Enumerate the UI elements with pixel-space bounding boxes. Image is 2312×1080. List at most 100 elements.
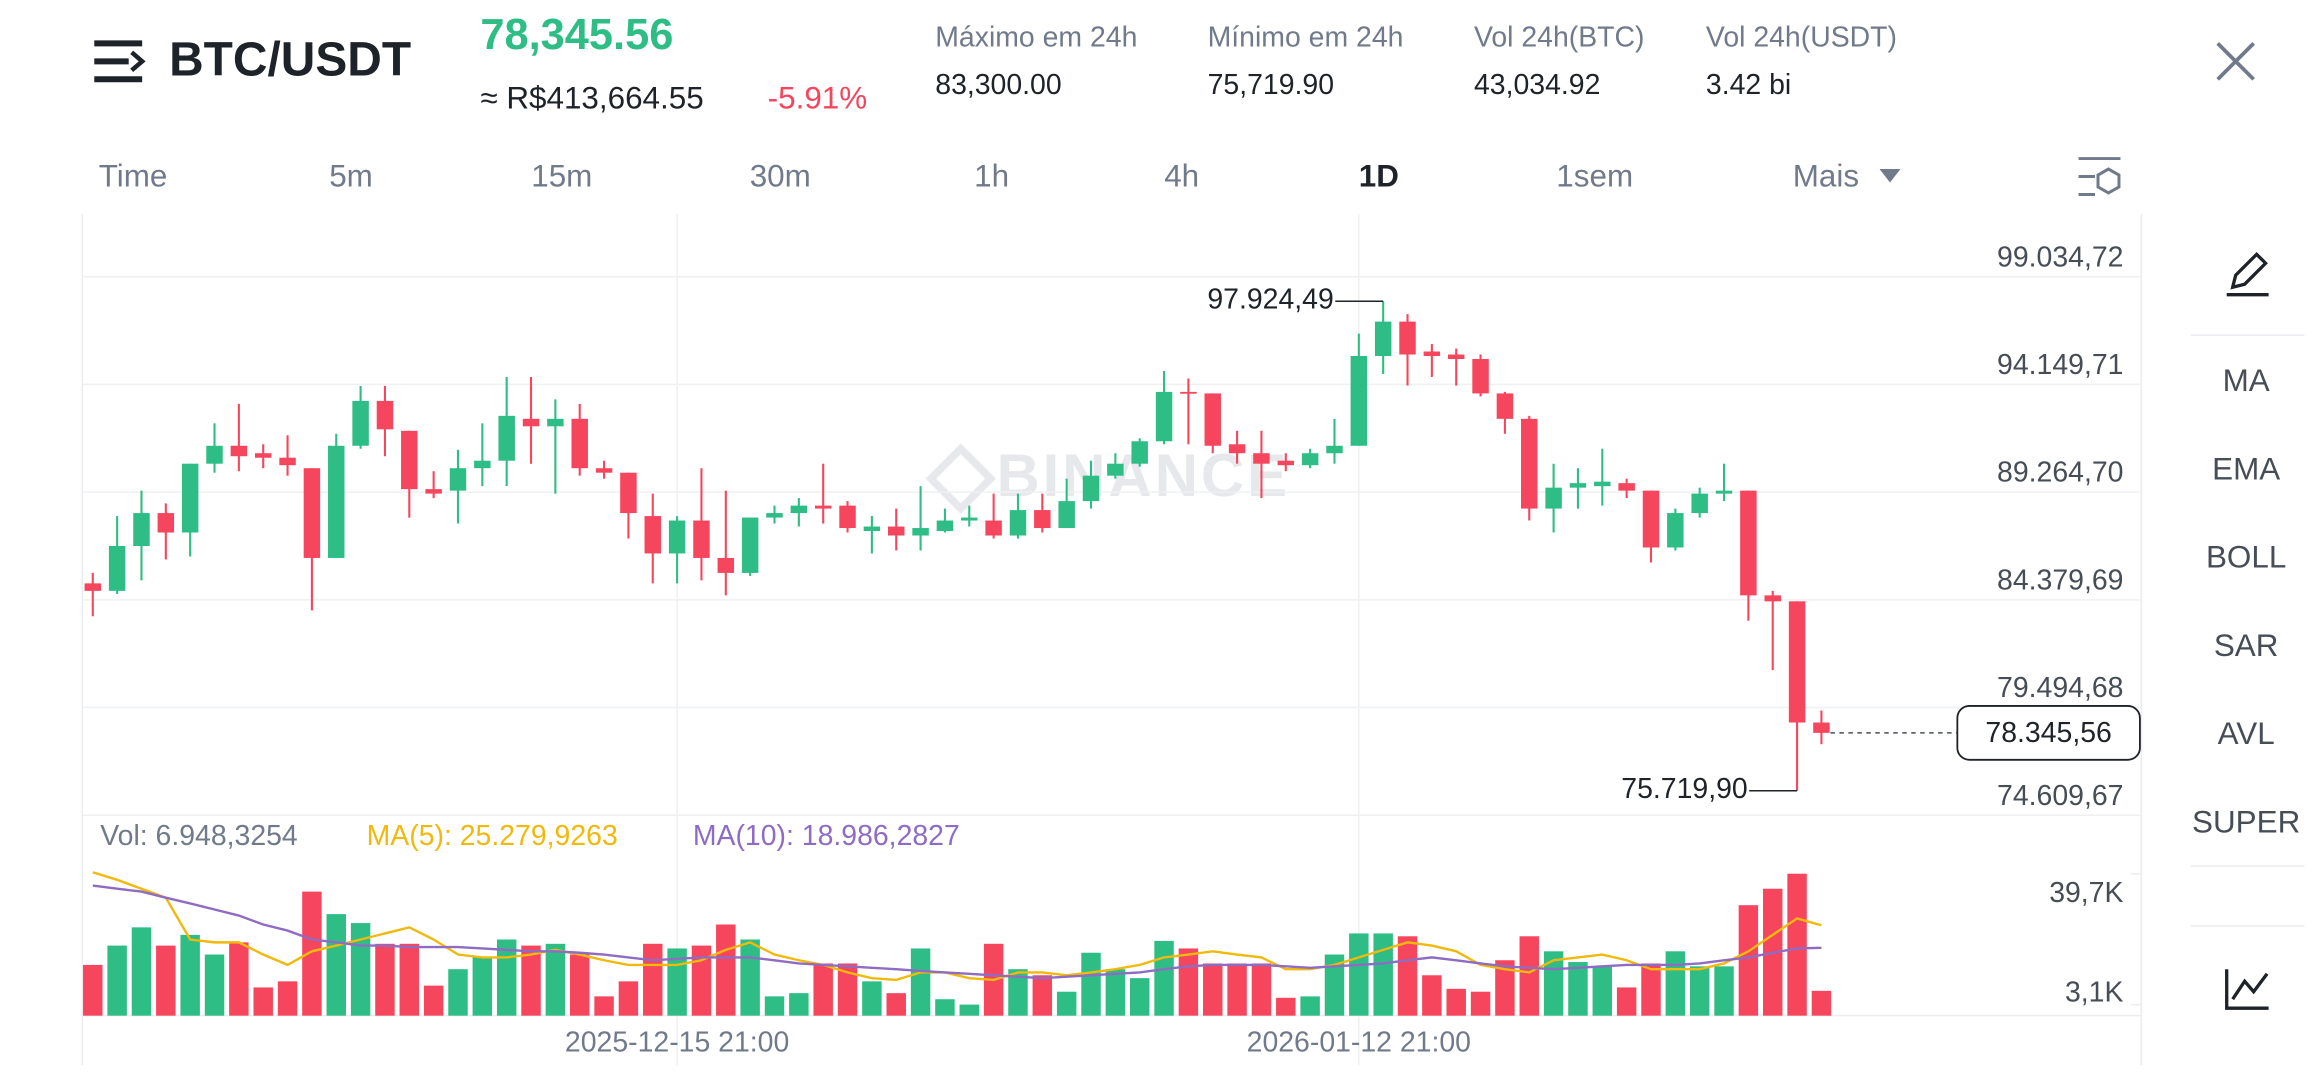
volume-bar: [1373, 933, 1393, 1016]
candle-body: [474, 460, 491, 469]
candle-body: [1374, 321, 1392, 357]
stat-label: Vol 24h(USDT): [1706, 21, 1897, 53]
indicator-button[interactable]: MA: [2223, 363, 2270, 398]
candle-body: [1034, 510, 1051, 529]
volume-bar: [862, 981, 882, 1016]
annotation-label: 75.719,90: [1621, 773, 1747, 805]
interval-tab[interactable]: 1sem: [1556, 158, 1633, 193]
draw-tool-icon[interactable]: [2226, 251, 2269, 297]
indicator-button[interactable]: EMA: [2212, 451, 2280, 486]
volume-bar: [1641, 963, 1661, 1016]
candle-body: [1326, 445, 1343, 454]
volume-bar: [716, 924, 736, 1016]
volume-bar: [399, 943, 420, 1016]
icon-stroke: [2230, 251, 2268, 290]
interval-tab[interactable]: 4h: [1164, 158, 1199, 193]
volume-bar: [764, 996, 785, 1016]
volume-bar: [789, 993, 809, 1016]
candle-body: [571, 418, 588, 469]
watermark-logo: [925, 443, 996, 514]
candle-body: [1764, 595, 1781, 602]
candle-body: [1423, 351, 1441, 357]
candle-body: [790, 505, 808, 514]
indicator-button[interactable]: BOLL: [2206, 540, 2286, 575]
volume-bar: [1787, 873, 1807, 1016]
legend-entry: MA(5): 25.279,9263: [367, 820, 618, 852]
interval-tab[interactable]: 15m: [531, 158, 592, 193]
fiat-price: ≈ R$413,664.55: [480, 81, 703, 116]
candle-body: [206, 445, 223, 464]
candle-body: [1082, 475, 1100, 502]
chart-type-icon[interactable]: [2225, 969, 2269, 1010]
volume-bar: [156, 945, 176, 1016]
volume-bar: [959, 1004, 980, 1016]
candle-body: [1715, 490, 1733, 494]
y-tick-label: 89.264,70: [1997, 457, 2123, 489]
volume-bar: [1032, 975, 1053, 1016]
candle-body: [133, 513, 150, 546]
interval-tab[interactable]: Time: [99, 158, 168, 193]
candle-body: [1496, 393, 1514, 419]
interval-tab[interactable]: Mais: [1793, 158, 1859, 193]
icon-stroke: [2225, 969, 2269, 1010]
volume-bar: [1300, 996, 1320, 1016]
candle-body: [181, 463, 199, 533]
volume-bar: [618, 981, 639, 1016]
volume-bar: [1129, 978, 1150, 1016]
indicator-button[interactable]: SUPER: [2192, 805, 2300, 840]
candle-body: [1472, 359, 1489, 394]
volume-bar: [813, 963, 833, 1016]
volume-bar: [1543, 951, 1564, 1016]
indicator-button[interactable]: AVL: [2218, 716, 2275, 751]
candle-body: [352, 400, 369, 446]
volume-legend: Vol: 6.948,3254: [100, 820, 297, 852]
y-tick-label: 79.494,68: [1997, 672, 2123, 704]
x-tick-label: 2026-01-12 21:00: [1247, 1027, 1471, 1059]
ma-line: [92, 871, 1822, 982]
candle-body: [1545, 487, 1562, 509]
stat-value: 3.42 bi: [1706, 69, 1791, 101]
menu-icon[interactable]: [94, 40, 146, 83]
volume-bar: [910, 948, 931, 1016]
candle-body: [693, 520, 710, 558]
y-tick-label: 39,7K: [2049, 877, 2123, 909]
interval-tab[interactable]: 5m: [329, 158, 373, 193]
interval-tab[interactable]: 1D: [1359, 158, 1399, 193]
volume-bar: [1470, 991, 1491, 1016]
logo-shape: [925, 443, 996, 514]
change: -5.91%: [768, 81, 868, 116]
candle-body: [888, 526, 905, 536]
icon-stroke: [130, 50, 146, 73]
stat-value: 83,300.00: [935, 69, 1061, 101]
ma-line: [92, 884, 1822, 980]
volume-bar: [375, 943, 395, 1016]
volume-bar: [1397, 936, 1418, 1016]
candle-body: [668, 520, 686, 554]
candle-body: [425, 489, 442, 494]
candle-body: [1155, 391, 1173, 442]
pair[interactable]: BTC/USDT: [169, 33, 411, 86]
interval-tab[interactable]: 30m: [750, 158, 811, 193]
volume-bar: [886, 993, 906, 1016]
candle-body: [498, 415, 515, 461]
close-button[interactable]: [2216, 42, 2255, 81]
volume-bar: [107, 945, 127, 1016]
candle-body: [328, 445, 345, 558]
volume-bar: [1251, 963, 1272, 1016]
last-price: 78,345.56: [480, 11, 673, 59]
candle-body: [1180, 391, 1197, 394]
volume-bar: [569, 954, 590, 1016]
candle-body: [401, 430, 418, 490]
chart-settings-icon[interactable]: [2078, 157, 2121, 196]
volume-bar: [326, 914, 346, 1016]
candle-body: [254, 453, 272, 458]
stat-label: Mínimo em 24h: [1208, 21, 1404, 53]
icon-stroke: [2231, 972, 2269, 1001]
indicator-button[interactable]: SAR: [2214, 628, 2279, 663]
candle-body: [912, 528, 929, 536]
candle-body: [1399, 321, 1416, 355]
candle-body: [1788, 601, 1806, 723]
interval-tab[interactable]: 1h: [974, 158, 1009, 193]
annotation-label: 97.924,49: [1207, 284, 1333, 316]
